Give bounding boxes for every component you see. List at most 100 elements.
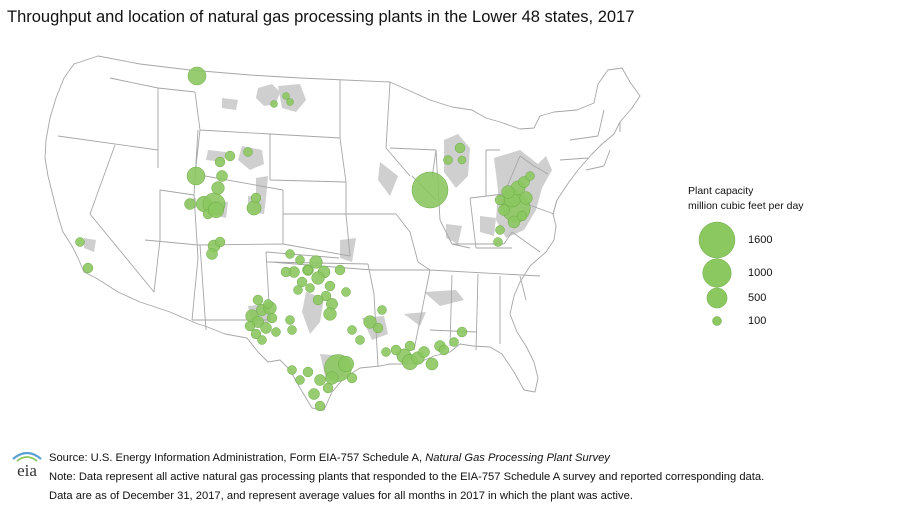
plant-marker xyxy=(82,262,94,274)
plant-marker xyxy=(287,365,297,375)
plant-marker xyxy=(257,335,267,345)
legend-title: Plant capacity xyxy=(688,185,754,197)
plant-marker xyxy=(425,357,439,371)
plant-marker xyxy=(252,294,264,306)
plant-marker xyxy=(214,236,226,248)
plant-marker xyxy=(295,255,305,265)
plant-marker xyxy=(263,299,273,309)
plant-marker xyxy=(312,294,324,306)
state-lines xyxy=(57,77,621,367)
legend-symbol-1000 xyxy=(702,258,732,288)
plant-marker xyxy=(311,271,325,285)
plant-marker xyxy=(302,366,314,378)
plant-marker xyxy=(295,375,305,385)
shale-basin xyxy=(446,224,462,244)
plant-marker xyxy=(308,388,320,400)
source-title: Natural Gas Processing Plant Survey xyxy=(425,452,610,464)
plant-marker xyxy=(250,328,262,340)
logo-text: eia xyxy=(17,461,37,480)
shale-basin xyxy=(222,98,238,110)
plant-marker xyxy=(314,374,326,386)
plant-marker xyxy=(286,98,294,106)
plant-marker xyxy=(438,344,450,356)
eia-logo-icon: eia xyxy=(12,451,42,480)
shale-basin xyxy=(424,290,464,306)
plant-marker xyxy=(341,287,351,297)
legend-label-1000: 1000 xyxy=(748,267,773,279)
plant-marker xyxy=(381,347,391,357)
plant-marker xyxy=(285,315,295,325)
plant-marker xyxy=(390,344,402,356)
plant-marker xyxy=(270,100,278,108)
note-line-1: Note: Data represent all active natural … xyxy=(49,471,765,483)
plant-marker xyxy=(363,315,377,329)
shale-basin xyxy=(84,238,96,252)
plant-marker xyxy=(260,322,272,334)
plant-marker xyxy=(404,340,416,352)
plant-marker xyxy=(456,326,468,338)
plant-marker xyxy=(501,185,515,199)
plant-marker xyxy=(250,192,262,204)
legend-symbol-1600 xyxy=(698,221,736,259)
plant-marker xyxy=(516,210,528,222)
plant-marker xyxy=(355,335,365,345)
shale-basin xyxy=(404,312,426,326)
plant-marker xyxy=(303,265,313,275)
plant-marker xyxy=(449,337,459,347)
plant-marker xyxy=(322,382,334,394)
plant-marker xyxy=(280,266,292,278)
plant-marker xyxy=(309,255,323,269)
source-prefix: Source: U.S. Energy Information Administ… xyxy=(49,452,426,464)
map-title: Throughput and location of natural gas p… xyxy=(7,8,635,26)
plant-marker xyxy=(519,191,533,205)
legend-symbols xyxy=(698,221,736,326)
plant-marker xyxy=(211,181,225,195)
plant-marker xyxy=(346,372,358,384)
legend-label-500: 500 xyxy=(748,292,767,304)
legend-symbol-500 xyxy=(706,287,728,309)
note-line-2: Data are as of December 31, 2017, and re… xyxy=(49,490,633,502)
plant-marker xyxy=(493,237,503,247)
plant-marker xyxy=(325,371,339,385)
plant-marker xyxy=(443,155,453,165)
shale-basin xyxy=(378,162,398,196)
plant-marker xyxy=(495,225,505,235)
plant-marker xyxy=(186,166,206,186)
plant-marker xyxy=(287,325,297,335)
plant-marker xyxy=(271,327,281,337)
shale-basin xyxy=(256,176,268,198)
plants-layer xyxy=(75,66,535,412)
plant-marker xyxy=(507,215,521,229)
plant-marker xyxy=(418,346,430,358)
plant-marker xyxy=(216,170,228,182)
footer: Source: U.S. Energy Information Administ… xyxy=(49,449,764,506)
plant-marker xyxy=(454,142,466,154)
plant-marker xyxy=(282,92,290,100)
plant-marker xyxy=(314,400,326,412)
plant-marker xyxy=(323,307,337,321)
plant-marker xyxy=(324,280,336,292)
plant-marker xyxy=(224,150,236,162)
plant-marker xyxy=(411,171,449,209)
shale-basins-layer xyxy=(84,84,552,380)
plant-marker xyxy=(285,249,295,259)
us-outline xyxy=(44,55,641,411)
plant-marker xyxy=(206,248,218,260)
plant-marker xyxy=(494,194,506,206)
plant-marker xyxy=(372,322,384,334)
plant-marker xyxy=(184,198,196,210)
plant-marker xyxy=(334,264,346,276)
plant-marker xyxy=(246,200,262,216)
legend: Plant capacity million cubic feet per da… xyxy=(688,184,888,327)
source-line: Source: U.S. Energy Information Administ… xyxy=(49,449,764,468)
plant-marker xyxy=(244,320,256,332)
plant-marker xyxy=(243,147,253,157)
plant-marker xyxy=(337,355,355,373)
legend-subtitle: million cubic feet per day xyxy=(688,200,804,212)
plant-marker xyxy=(498,204,510,216)
plant-marker xyxy=(296,276,308,288)
plant-marker xyxy=(187,66,207,86)
plant-marker xyxy=(305,283,315,293)
shale-basin xyxy=(278,84,306,112)
